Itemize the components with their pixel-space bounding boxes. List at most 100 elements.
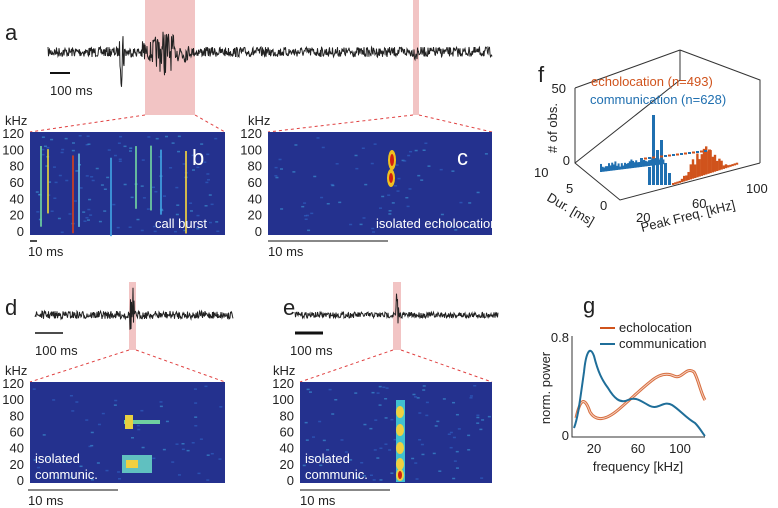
- axis-label: # of obs.: [545, 103, 560, 153]
- speckle: [208, 221, 212, 224]
- bar: [689, 164, 692, 180]
- speckle: [468, 202, 472, 204]
- speckle: [182, 163, 186, 165]
- call: [396, 458, 404, 470]
- bar: [636, 162, 639, 168]
- tick-label: 120: [2, 126, 24, 141]
- speckle: [469, 395, 473, 397]
- speckle: [118, 158, 122, 161]
- speckle: [395, 164, 399, 166]
- speckle: [361, 147, 365, 150]
- speckle: [322, 439, 326, 442]
- speckle: [434, 425, 438, 427]
- bar: [711, 156, 714, 173]
- speckle: [407, 154, 411, 157]
- speckle: [196, 166, 200, 169]
- speckle: [90, 444, 94, 447]
- speckle: [176, 204, 180, 206]
- speckle: [74, 200, 78, 202]
- bar: [603, 167, 606, 172]
- speckle: [340, 439, 344, 441]
- speckle: [169, 167, 173, 169]
- bar: [727, 165, 730, 168]
- highlight: [413, 0, 419, 115]
- echolocation-curve-core: [575, 370, 706, 419]
- speckle: [159, 401, 163, 403]
- speckle: [65, 461, 69, 463]
- bar: [664, 163, 667, 185]
- speckle: [459, 201, 463, 204]
- speckle: [292, 171, 296, 173]
- bar: [680, 178, 684, 183]
- speckle: [338, 201, 342, 204]
- bar: [678, 180, 681, 183]
- speckle: [43, 145, 47, 148]
- speckle: [52, 399, 56, 401]
- tick-label: 0: [255, 224, 262, 239]
- speckle: [206, 173, 210, 175]
- bar: [676, 153, 679, 156]
- speckle: [210, 452, 214, 455]
- speckle: [177, 135, 181, 138]
- speckle: [370, 162, 374, 165]
- trace: [34, 287, 234, 330]
- speckle: [85, 217, 89, 219]
- speckle: [378, 404, 382, 406]
- speckle: [422, 389, 426, 391]
- call: [47, 149, 49, 214]
- speckle: [199, 438, 203, 440]
- speckle: [75, 401, 79, 403]
- speckle: [152, 186, 156, 189]
- speckle: [191, 442, 195, 444]
- speckle: [450, 225, 454, 228]
- speckle: [294, 144, 298, 146]
- speckle: [274, 166, 278, 169]
- speckle: [117, 471, 121, 473]
- speckle: [88, 198, 92, 201]
- speckle: [87, 208, 91, 211]
- speckle: [64, 137, 68, 140]
- scale-label: 10 ms: [28, 493, 64, 508]
- speckle: [71, 410, 75, 412]
- speckle: [275, 176, 279, 179]
- bar: [664, 155, 667, 157]
- speckle: [191, 154, 195, 157]
- tick-label: 100: [272, 392, 294, 407]
- bar: [704, 150, 707, 152]
- call: [135, 146, 137, 209]
- speckle: [452, 477, 456, 480]
- call: [124, 420, 160, 424]
- speckle: [50, 138, 54, 141]
- speckle: [175, 443, 179, 445]
- speckle: [385, 387, 389, 389]
- speckle: [45, 165, 49, 167]
- speckle: [393, 438, 397, 441]
- speckle: [128, 226, 132, 228]
- tick-label: 0: [17, 224, 24, 239]
- speckle: [364, 183, 368, 186]
- speckle: [469, 397, 473, 399]
- bar: [638, 162, 641, 168]
- speckle: [418, 412, 422, 414]
- speckle: [57, 217, 61, 220]
- bar: [731, 164, 734, 167]
- panel-label: f: [538, 62, 545, 87]
- speckle: [206, 153, 210, 156]
- bar: [604, 166, 607, 172]
- histogram-bars: [600, 115, 739, 185]
- speckle: [379, 479, 383, 481]
- speckle: [319, 464, 323, 467]
- speckle: [136, 424, 140, 427]
- speckle: [194, 402, 198, 404]
- speckle: [162, 195, 166, 197]
- tick-label: 40: [10, 441, 24, 456]
- tick-label: 60: [248, 175, 262, 190]
- speckle: [452, 401, 456, 404]
- speckle: [449, 431, 453, 434]
- speckle: [326, 449, 330, 451]
- speckle: [326, 202, 330, 205]
- speckle: [95, 167, 99, 170]
- speckle: [414, 396, 418, 398]
- speckle: [305, 214, 309, 217]
